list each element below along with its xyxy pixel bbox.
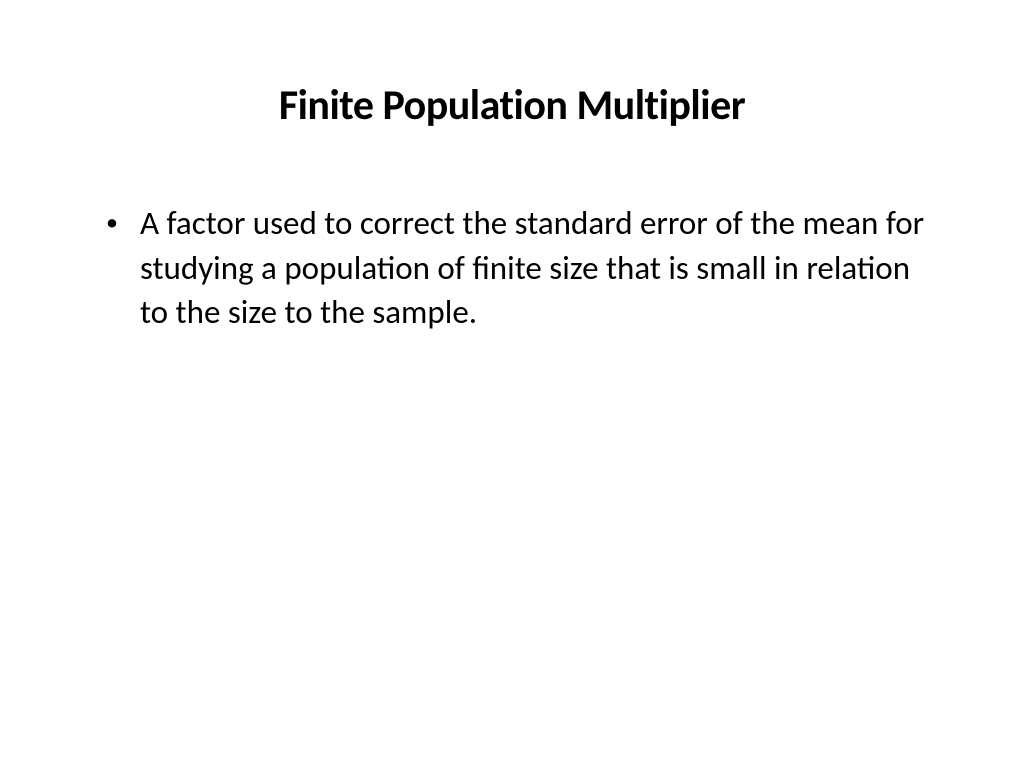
- slide-title: Finite Population Multiplier: [90, 80, 934, 131]
- bullet-marker: •: [106, 201, 118, 245]
- slide-container: Finite Population Multiplier • A factor …: [0, 0, 1024, 768]
- bullet-item: • A factor used to correct the standard …: [100, 201, 934, 335]
- slide-content: • A factor used to correct the standard …: [90, 201, 934, 335]
- bullet-text: A factor used to correct the standard er…: [140, 201, 934, 335]
